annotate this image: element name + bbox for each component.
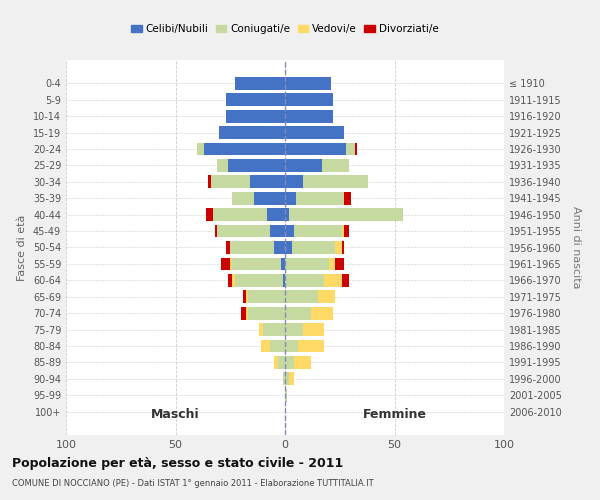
Bar	[285, 126, 344, 139]
Bar	[344, 224, 349, 237]
Bar	[215, 224, 217, 237]
Text: Femmine: Femmine	[362, 408, 427, 422]
Bar	[226, 110, 285, 122]
Y-axis label: Fasce di età: Fasce di età	[17, 214, 27, 280]
Bar	[211, 176, 250, 188]
Bar	[248, 306, 285, 320]
Bar	[296, 192, 344, 204]
Bar	[285, 192, 296, 204]
Bar	[285, 224, 294, 237]
Bar	[244, 290, 245, 303]
Bar	[294, 224, 342, 237]
Bar	[250, 176, 285, 188]
Bar	[285, 340, 298, 352]
Bar	[285, 159, 322, 172]
Bar	[285, 356, 294, 368]
Bar	[292, 241, 335, 254]
Bar	[261, 340, 269, 352]
Bar	[221, 258, 230, 270]
Bar	[302, 176, 368, 188]
Bar	[302, 323, 325, 336]
Bar	[285, 258, 329, 270]
Bar	[283, 274, 285, 286]
Bar	[274, 241, 285, 254]
Legend: Celibi/Nubili, Coniugati/e, Vedovi/e, Divorziati/e: Celibi/Nubili, Coniugati/e, Vedovi/e, Di…	[127, 20, 443, 38]
Bar	[342, 224, 344, 237]
Bar	[226, 241, 230, 254]
Bar	[213, 208, 268, 221]
Bar	[285, 323, 302, 336]
Bar	[232, 258, 281, 270]
Bar	[285, 208, 289, 221]
Bar	[259, 323, 263, 336]
Bar	[283, 372, 285, 385]
Bar	[335, 258, 344, 270]
Bar	[248, 290, 285, 303]
Bar	[232, 192, 254, 204]
Bar	[322, 159, 349, 172]
Text: Maschi: Maschi	[151, 408, 200, 422]
Bar	[228, 274, 232, 286]
Bar	[235, 274, 283, 286]
Y-axis label: Anni di nascita: Anni di nascita	[571, 206, 581, 289]
Bar	[220, 126, 285, 139]
Text: COMUNE DI NOCCIANO (PE) - Dati ISTAT 1° gennaio 2011 - Elaborazione TUTTITALIA.I: COMUNE DI NOCCIANO (PE) - Dati ISTAT 1° …	[12, 479, 374, 488]
Bar	[268, 208, 285, 221]
Bar	[289, 208, 403, 221]
Bar	[226, 94, 285, 106]
Text: Popolazione per età, sesso e stato civile - 2011: Popolazione per età, sesso e stato civil…	[12, 458, 343, 470]
Bar	[285, 110, 333, 122]
Bar	[318, 290, 335, 303]
Bar	[204, 142, 285, 156]
Bar	[311, 306, 333, 320]
Bar	[245, 306, 248, 320]
Bar	[217, 224, 269, 237]
Bar	[281, 258, 285, 270]
Bar	[342, 241, 344, 254]
Bar	[217, 159, 228, 172]
Bar	[285, 389, 287, 402]
Bar	[329, 258, 335, 270]
Bar	[230, 241, 274, 254]
Bar	[254, 192, 285, 204]
Bar	[285, 176, 302, 188]
Bar	[263, 323, 285, 336]
Bar	[289, 372, 294, 385]
Bar	[245, 290, 248, 303]
Bar	[294, 356, 311, 368]
Bar	[274, 356, 278, 368]
Bar	[285, 77, 331, 90]
Bar	[355, 142, 357, 156]
Bar	[285, 306, 311, 320]
Bar	[269, 340, 285, 352]
Bar	[269, 224, 285, 237]
Bar	[285, 290, 318, 303]
Bar	[232, 274, 235, 286]
Bar	[346, 142, 355, 156]
Bar	[228, 159, 285, 172]
Bar	[298, 340, 325, 352]
Bar	[278, 356, 285, 368]
Bar	[285, 372, 289, 385]
Bar	[230, 258, 232, 270]
Bar	[285, 274, 325, 286]
Bar	[335, 241, 342, 254]
Bar	[325, 274, 342, 286]
Bar	[285, 241, 292, 254]
Bar	[241, 306, 245, 320]
Bar	[197, 142, 204, 156]
Bar	[235, 77, 285, 90]
Bar	[285, 94, 333, 106]
Bar	[285, 142, 346, 156]
Bar	[206, 208, 213, 221]
Bar	[208, 176, 211, 188]
Bar	[342, 274, 349, 286]
Bar	[344, 192, 350, 204]
